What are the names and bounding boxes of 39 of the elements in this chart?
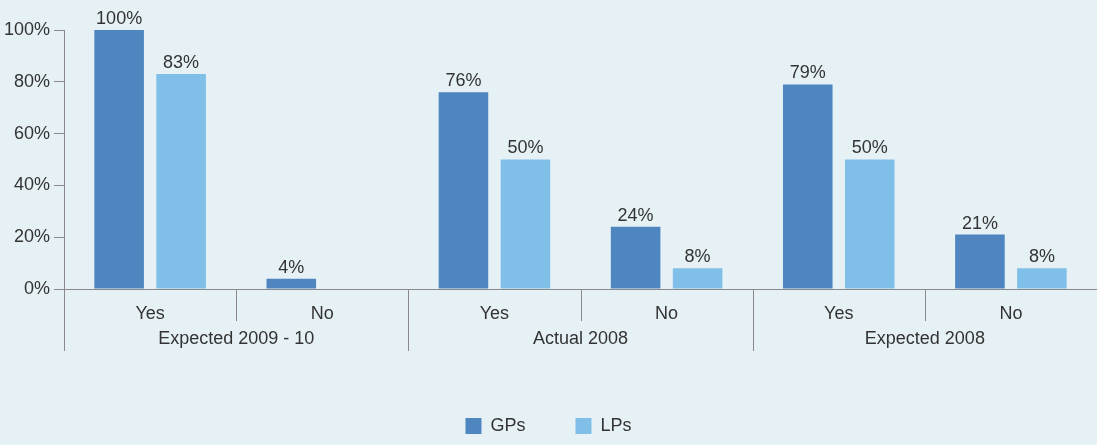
x-tick-label: No [999, 302, 1023, 323]
text: Expected 2009 - 10 [158, 327, 315, 348]
text: Expected 2008 [864, 327, 985, 348]
bar [94, 30, 144, 289]
bar [955, 234, 1005, 289]
y-tick-label: 40% [14, 174, 51, 195]
x-tick-label: Yes [824, 302, 854, 323]
data-label: 79% [789, 62, 826, 83]
x-tick-label: Yes [479, 302, 510, 323]
data-label: 8% [684, 246, 711, 267]
bar [156, 74, 206, 289]
legend-label: LPs [600, 414, 632, 435]
y-tick-label: 60% [14, 122, 51, 143]
legend-label: GPs [490, 414, 526, 435]
text: Actual 2008 [532, 327, 629, 348]
bar [438, 92, 489, 289]
bar [782, 84, 833, 289]
data-label: 76% [445, 70, 482, 91]
bar [610, 226, 661, 289]
bar [1017, 268, 1067, 289]
x-tick-label: Yes [135, 302, 165, 323]
bar [500, 159, 551, 289]
x-tick-label: No [310, 302, 334, 323]
y-tick-label: 100% [3, 18, 51, 39]
y-tick-label: 0% [24, 277, 51, 298]
data-label: 8% [1028, 246, 1055, 267]
bar [844, 159, 895, 289]
y-tick-label: 80% [14, 70, 51, 91]
bar [672, 268, 723, 289]
x-tick-label: No [655, 302, 679, 323]
y-tick-label: 20% [14, 226, 51, 247]
data-label: 83% [163, 52, 200, 72]
data-label: 50% [507, 137, 544, 158]
data-label: 100% [96, 7, 143, 28]
data-label: 24% [617, 204, 654, 225]
bar [266, 278, 317, 289]
data-label: 21% [961, 212, 998, 233]
data-label: 4% [278, 256, 305, 277]
data-label: 50% [851, 137, 888, 158]
